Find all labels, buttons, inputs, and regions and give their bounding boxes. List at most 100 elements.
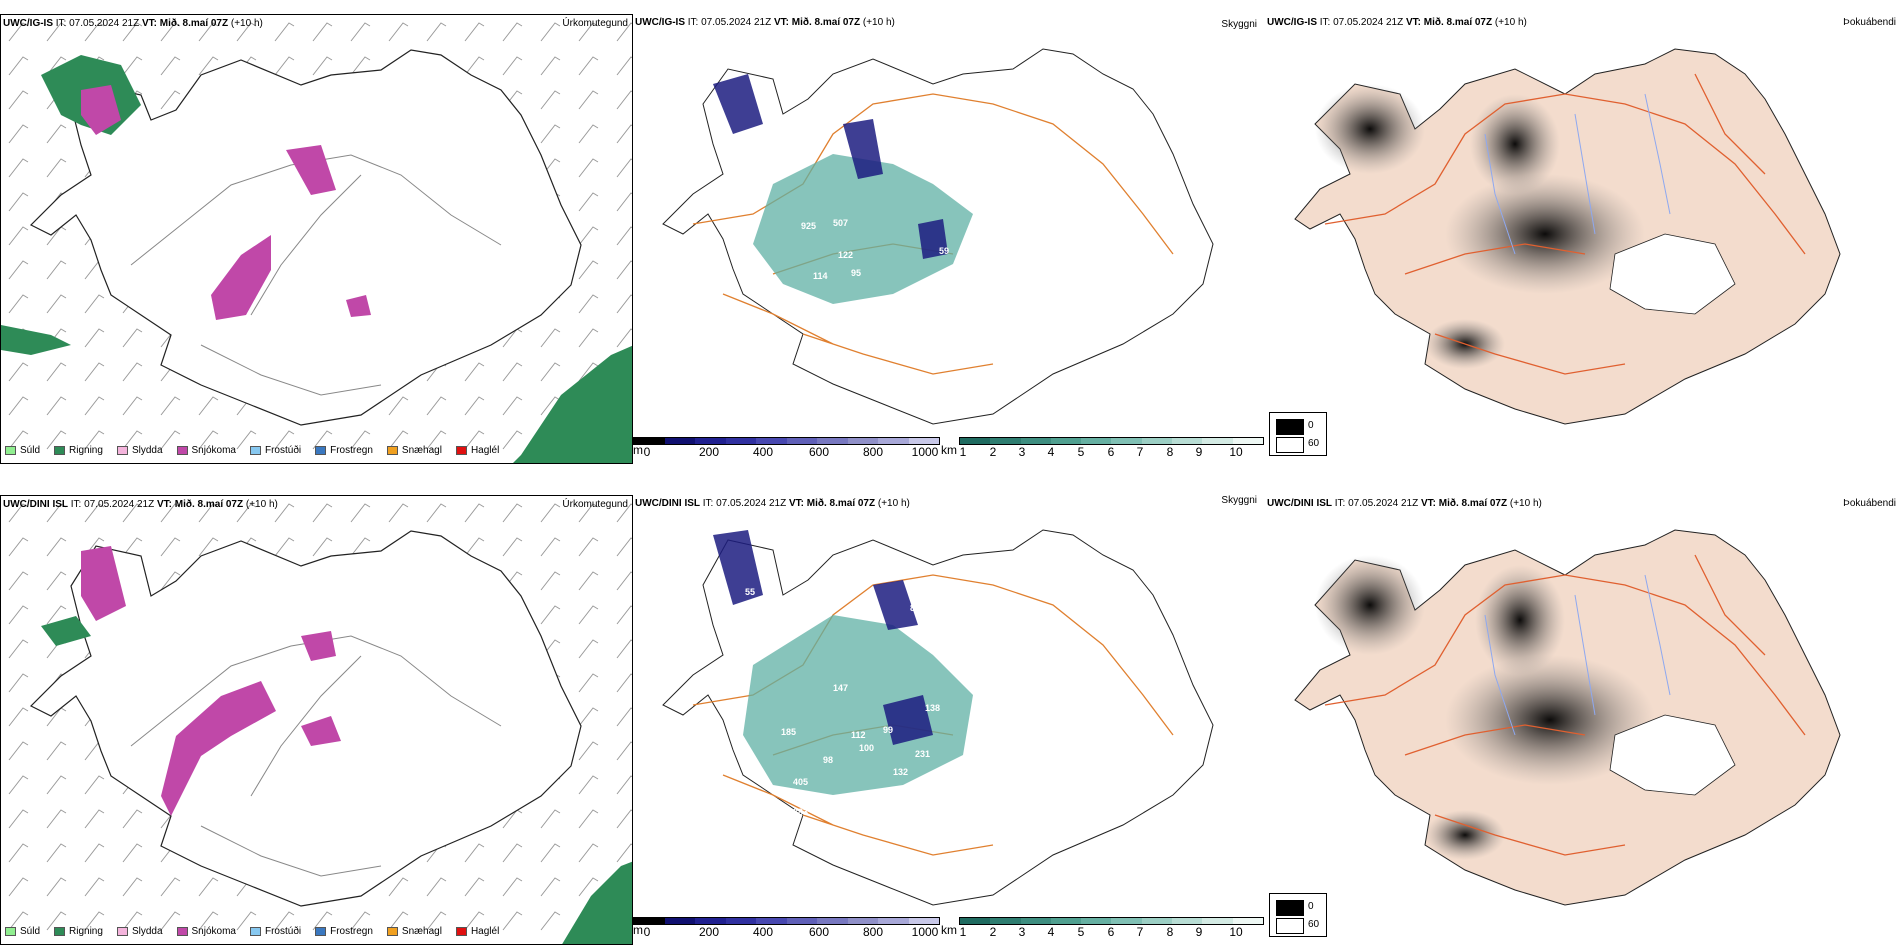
legend-swatch [386,926,398,936]
cloudbase-visibility-map-top: 925 507 59 114 95 125 132 205 122 179 UW… [633,14,1265,464]
it-value: 07.05.2024 21Z [701,17,772,28]
fog-map-graphic [1294,529,1841,906]
cloudbase-dark-area-north [843,119,883,179]
precip-type-map-top: UWC/IG-IS IT: 07.05.2024 21Z VT: Mið. 8.… [0,14,633,464]
visibility-unit: km [941,923,957,937]
vt-label: VT: [1405,17,1421,28]
precip-map-graphic [1,496,632,944]
roads [1324,73,1806,375]
visibility-label: 88 [910,603,920,613]
panel-header: UWC/DINI ISL IT: 07.05.2024 21Z VT: Mið.… [3,499,278,510]
visibility-label: 405 [793,777,808,787]
tick-label: 600 [808,445,830,459]
legend-swatch [315,445,327,455]
visibility-label: 138 [925,703,940,713]
model-name: UWC/DINI ISL [635,498,700,509]
fog-dark-area-south [1425,810,1505,860]
legend-swatch [249,445,261,455]
vt-label: VT: [788,498,804,509]
visibility-label: 132 [893,767,908,777]
fog-legend-swatch-dark [1276,419,1304,435]
lead-time: (+10 h) [862,17,895,28]
legend-label: Haglél [470,925,500,937]
fog-legend-swatch-light [1276,918,1304,934]
legend-item: Frostúði [249,925,302,937]
cloudbase-colorbar [633,437,940,445]
fog-legend-swatch-dark [1276,900,1304,916]
lead-time: (+10 h) [877,498,910,509]
legend-label: Frostregn [330,925,373,937]
visibility-colorbar [959,437,1264,445]
tick-label: 0 [643,445,651,459]
vt-label: VT: [1420,498,1436,509]
model-name: UWC/DINI ISL [1267,498,1332,509]
tick-label: 200 [698,445,720,459]
fog-legend-high: 60 [1308,919,1320,930]
tick-label: 10 [1229,925,1243,939]
lead-time: (+10 h) [230,18,263,29]
legend-item: Haglél [455,925,500,937]
tick-label: 3 [1018,925,1026,939]
tick-label: 800 [862,925,884,939]
cloudbase-colorbar [633,917,940,925]
visibility-label: 179 [773,146,788,156]
visibility-label: 185 [781,727,796,737]
legend-item: Snæhagl [386,926,442,937]
snow-area-north [286,145,336,195]
tick-label: 10 [1229,445,1243,459]
legend-swatch [386,445,398,455]
legend-label: Frostúði [264,925,302,937]
panel-header: UWC/IG-IS IT: 07.05.2024 21Z VT: Mið. 8.… [1267,17,1527,28]
legend-swatch [249,926,261,936]
vt-label: VT: [156,499,172,510]
legend-swatch [5,926,16,936]
cloudbase-visibility-map-bottom: 147 185 88 112 99 100 231 132 148 138 40… [633,495,1265,945]
legend-swatch [455,926,467,936]
it-value: 07.05.2024 21Z [716,498,787,509]
tick-label: 600 [808,925,830,939]
tick-label: 1 [959,445,967,459]
cloudbase-dark-area-west [713,74,763,134]
tick-label: 1000 [911,445,939,459]
it-label: IT: [55,18,67,29]
visibility-label: 100 [859,743,874,753]
legend-item: Súld [5,926,40,937]
visibility-label: 122 [838,250,853,260]
panel-title: Skyggni [1221,19,1257,30]
legend-label: Rigning [69,444,103,456]
visibility-label: 231 [915,749,930,759]
fog-legend-low: 0 [1308,901,1314,912]
legend-item: Frostúði [249,445,301,456]
legend-swatch [54,926,66,936]
fog-legend-swatch-light [1276,437,1304,453]
visibility-label: 98 [823,755,833,765]
tick-label: 2 [989,925,997,939]
panel-title: Úrkomutegund [562,499,628,510]
fog-dark-area-west [1315,84,1425,174]
it-value: 07.05.2024 21Z [1333,17,1404,28]
panel-header: UWC/DINI ISL IT: 07.05.2024 21Z VT: Mið.… [635,498,910,509]
visibility-value-labels: 147 185 88 112 99 100 231 132 148 138 40… [745,587,940,817]
lead-time: (+10 h) [1494,17,1527,28]
iceland-coastline [29,49,582,426]
tick-label: 8 [1166,445,1174,459]
legend-item: Haglél [455,444,500,456]
legend-item: Frostregn [315,926,373,937]
snow-area-west-fjords [81,85,121,135]
legend-swatch [54,445,66,455]
visibility-label: 125 [908,306,923,316]
visibility-teal-area [753,154,973,304]
legend-label: Rigning [69,925,103,937]
fog-indicator-map-bottom: UWC/DINI ISL IT: 07.05.2024 21Z VT: Mið.… [1265,495,1900,945]
panel-header: UWC/IG-IS IT: 07.05.2024 21Z VT: Mið. 8.… [3,18,263,29]
tick-label: 5 [1077,445,1085,459]
tick-label: 800 [862,445,884,459]
lead-time: (+10 h) [245,499,278,510]
visibility-label: 132 [888,306,903,316]
visibility-label: 99 [883,725,893,735]
legend-swatch [176,926,188,936]
legend-label: Haglél [470,444,500,456]
legend-swatch [5,445,16,455]
fog-legend: 0 60 [1269,412,1327,456]
precip-legend: Súld Rigning Slydda Snjókoma Frostúði Fr… [5,443,499,457]
